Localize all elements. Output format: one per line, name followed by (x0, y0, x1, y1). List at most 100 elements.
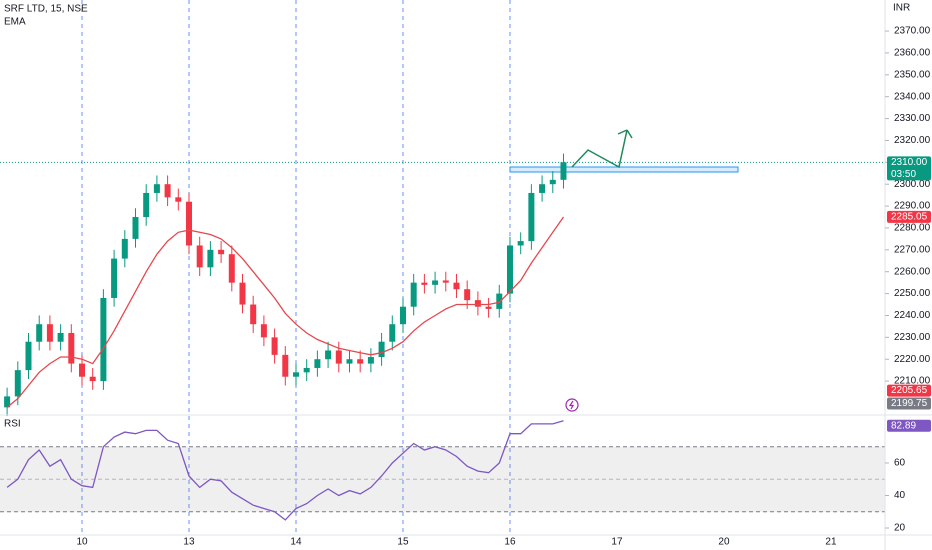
y-tick-label: 2270.00 (894, 244, 931, 255)
rsi-label-box (887, 419, 931, 432)
candle-body (292, 372, 299, 377)
candle-body (378, 341, 385, 358)
ema-line (6, 216, 565, 408)
candle-body (485, 306, 492, 309)
y-tick-label: 2370.00 (894, 26, 931, 37)
candle-body (143, 192, 150, 218)
price-label: 2310.00 (891, 157, 928, 168)
candle-body (549, 179, 556, 185)
rsi-legend: RSI (4, 419, 21, 430)
candle-body (89, 376, 96, 382)
alert-icon[interactable] (565, 398, 579, 412)
candle-body (4, 396, 11, 408)
candle-body (560, 162, 567, 180)
y-tick-label: 2240.00 (894, 310, 931, 321)
candle-body (325, 350, 332, 360)
candle-body (335, 350, 342, 364)
y-tick-label: 2260.00 (894, 266, 931, 277)
x-tick-label: 13 (183, 537, 195, 548)
candle-body (314, 359, 321, 368)
candle-body (453, 282, 460, 290)
y-tick-label: 2290.00 (894, 201, 931, 212)
rsi-band (0, 446, 885, 513)
candle-body (68, 332, 75, 364)
candle-body (153, 184, 160, 193)
candle-body (517, 241, 524, 246)
candle-body (175, 197, 182, 202)
rsi-y-tick-label: 60 (894, 458, 906, 469)
candle-body (474, 300, 481, 307)
candle-body (432, 280, 439, 285)
price-label-box (887, 384, 931, 397)
y-tick-label: 2330.00 (894, 113, 931, 124)
candle-body (25, 341, 32, 371)
y-tick-label: 2210.00 (894, 376, 931, 387)
candle-body (228, 254, 235, 283)
rsi-y-tick-label: 40 (894, 490, 906, 501)
candle-body (421, 282, 428, 285)
candle-body (410, 282, 417, 307)
x-tick-label: 15 (397, 537, 409, 548)
y-tick-label: 2300.00 (894, 179, 931, 190)
x-tick-label: 17 (611, 537, 623, 548)
candle-body (271, 337, 278, 355)
candle-body (164, 184, 171, 198)
candle-body (239, 282, 246, 305)
candle-body (464, 289, 471, 301)
price-label-box (887, 210, 931, 223)
x-tick-label: 20 (718, 537, 730, 548)
candle-body (185, 201, 192, 246)
candle-body (121, 238, 128, 259)
candle-body (196, 245, 203, 268)
chart-title: SRF LTD, 15, NSE (4, 4, 88, 15)
candle-body (303, 367, 310, 373)
y-tick-label: 2230.00 (894, 332, 931, 343)
candle-body (539, 184, 546, 193)
y-tick-label: 2220.00 (894, 354, 931, 365)
candle-body (46, 324, 53, 342)
candle-body (100, 297, 107, 382)
candle-body (506, 245, 513, 294)
y-tick-label: 2250.00 (894, 288, 931, 299)
zone-drawing (509, 166, 739, 173)
y-tick-label: 2360.00 (894, 48, 931, 59)
arrow-drawing (571, 129, 633, 169)
rsi-y-tick-label: 20 (894, 523, 906, 534)
candle-body (207, 249, 214, 268)
candle-body (399, 306, 406, 325)
price-label-box (887, 156, 931, 181)
axes: 10 13 14 15 16 17 20 21 2210.00 2220.00 2230.00 224… (76, 26, 931, 548)
price-label-time: 03:50 (891, 169, 916, 180)
rsi-line (6, 420, 564, 521)
rsi-label: 82.89 (891, 420, 916, 431)
candle-body (260, 324, 267, 338)
candle-body (111, 258, 118, 298)
candle-body (346, 359, 353, 364)
price-label-box (887, 397, 931, 410)
price-label: 2199.75 (891, 398, 928, 409)
y-axis-label: INR (893, 3, 910, 14)
price-label: 2285.05 (891, 212, 928, 223)
candle-body (496, 293, 503, 309)
candle-body (367, 357, 374, 364)
price-label: 2205.65 (891, 385, 928, 396)
candle-body (36, 324, 43, 342)
candle-body (442, 280, 449, 283)
candle-body (132, 217, 139, 239)
candle-body (57, 332, 64, 342)
ema-legend: EMA (4, 17, 26, 28)
y-tick-label: 2280.00 (894, 223, 931, 234)
candle-body (389, 324, 396, 342)
x-tick-label: 10 (76, 537, 88, 548)
y-tick-label: 2340.00 (894, 91, 931, 102)
candle-body (14, 370, 21, 397)
x-tick-label: 21 (825, 537, 837, 548)
y-tick-label: 2350.00 (894, 69, 931, 80)
candle-body (250, 304, 257, 325)
x-tick-label: 16 (504, 537, 516, 548)
candle-body (218, 249, 225, 255)
candle-body (357, 359, 364, 364)
y-tick-label: 2320.00 (894, 135, 931, 146)
